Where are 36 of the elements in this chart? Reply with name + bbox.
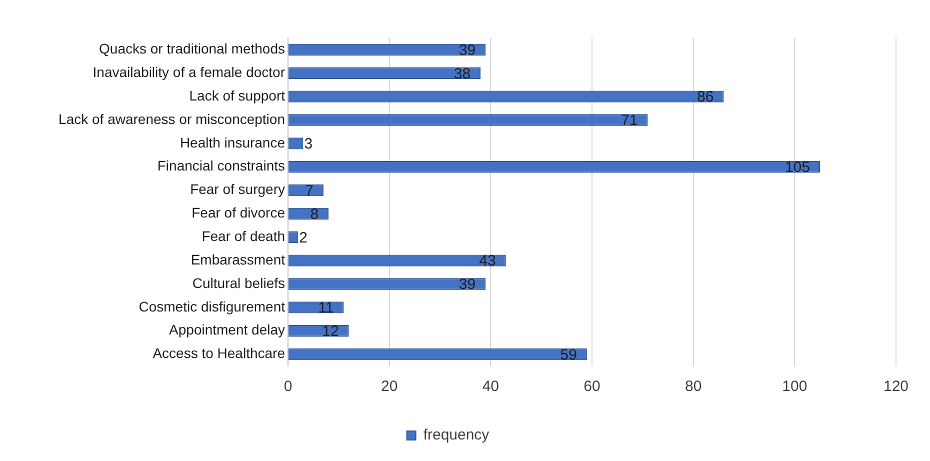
x-tick-label: 40: [482, 378, 500, 396]
data-label: 11: [318, 300, 334, 317]
y-tick-label: Cultural beliefs: [192, 274, 285, 291]
y-tick-label: Appointment delay: [169, 322, 285, 338]
data-label: 43: [479, 252, 496, 270]
y-tick-label: Fear of divorce: [192, 204, 286, 221]
y-tick-label: Access to Healthcare: [152, 345, 286, 362]
data-label: 105: [784, 159, 810, 176]
x-tick-label: 0: [284, 378, 292, 396]
data-label: 71: [621, 112, 638, 130]
y-tick-label: Lack of awareness or misconception: [58, 110, 285, 127]
data-label: 3: [304, 136, 313, 153]
data-label: 59: [560, 346, 577, 364]
y-tick-label: Fear of death: [202, 228, 285, 244]
data-label: 2: [299, 229, 308, 246]
y-tick-label: Fear of surgery: [190, 181, 285, 198]
x-tick-label: 100: [782, 378, 808, 396]
data-label: 8: [310, 206, 319, 223]
data-label: 7: [305, 182, 314, 200]
x-tick-label: 80: [684, 378, 702, 396]
y-tick-label: Financial constraints: [157, 158, 285, 174]
y-tick-label: Health insurance: [180, 134, 286, 150]
legend-label: frequency: [423, 426, 490, 444]
data-label: 39: [458, 42, 476, 59]
y-tick-label: Lack of support: [189, 87, 286, 104]
x-tick-label: 60: [584, 378, 600, 396]
data-label: 38: [454, 65, 471, 82]
x-tick-label: 120: [883, 378, 909, 396]
data-label: 86: [697, 88, 714, 106]
y-tick-label: Inavailability of a female doctor: [92, 64, 286, 80]
data-label: 39: [458, 276, 476, 294]
y-tick-label: Embarassment: [190, 251, 286, 268]
data-label: 12: [322, 323, 339, 340]
y-tick-label: Quacks or traditional methods: [99, 40, 285, 57]
x-tick-label: 20: [380, 378, 398, 396]
y-tick-label: Cosmetic disfigurement: [138, 298, 286, 314]
